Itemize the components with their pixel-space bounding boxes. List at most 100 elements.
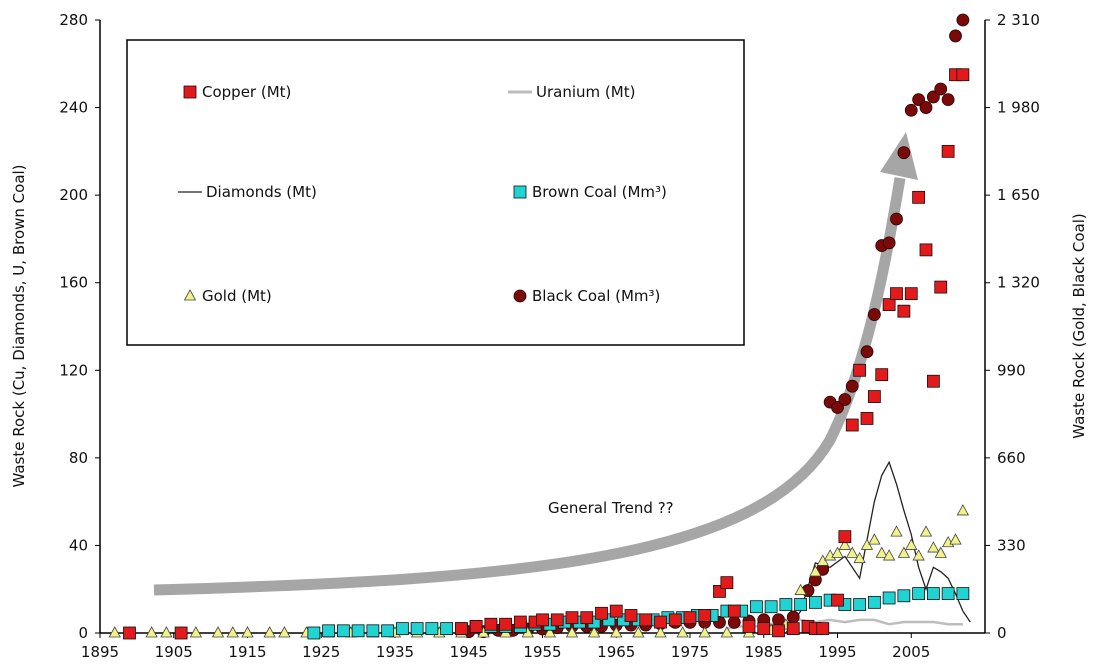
copper-point bbox=[904, 287, 918, 301]
copper-point bbox=[956, 68, 970, 82]
copper-point bbox=[897, 304, 911, 318]
brown_coal-point bbox=[322, 624, 336, 638]
legend-box bbox=[126, 39, 745, 346]
copper-point bbox=[860, 412, 874, 425]
series-marks bbox=[108, 13, 970, 640]
gold-point bbox=[809, 565, 822, 577]
x-tick-label: 1975 bbox=[671, 643, 709, 661]
trend-annotation: General Trend ?? bbox=[548, 499, 674, 517]
copper-point bbox=[484, 617, 498, 631]
gold-point bbox=[831, 546, 844, 558]
black_coal-point bbox=[934, 82, 948, 96]
brown_coal-point bbox=[749, 600, 763, 614]
copper-point bbox=[831, 593, 844, 607]
black_coal-point bbox=[919, 101, 933, 114]
copper-point bbox=[838, 530, 852, 544]
y-tick-label: 200 bbox=[59, 186, 88, 204]
black_coal-point bbox=[727, 615, 741, 629]
gold-point bbox=[853, 551, 866, 564]
copper-point bbox=[123, 626, 136, 640]
y2-tick-label: 990 bbox=[997, 361, 1026, 379]
copper-point bbox=[595, 606, 608, 620]
gold-point bbox=[211, 626, 225, 638]
copper-point bbox=[912, 190, 926, 204]
gold-point bbox=[838, 538, 852, 550]
copper-point bbox=[469, 620, 483, 633]
black_coal-point bbox=[867, 308, 881, 321]
x-tick-label: 1905 bbox=[155, 643, 193, 661]
gold-point bbox=[226, 626, 239, 638]
gold-point bbox=[882, 549, 896, 561]
y2-tick-label: 330 bbox=[997, 536, 1026, 554]
gold-point bbox=[794, 583, 807, 595]
x-tick-label: 1995 bbox=[818, 643, 856, 661]
gold-point bbox=[108, 626, 121, 638]
black_coal-point bbox=[786, 610, 800, 624]
legend-label-gold: Gold (Mt) bbox=[202, 287, 272, 305]
black_coal-point bbox=[904, 103, 918, 117]
gold-point bbox=[263, 626, 276, 638]
copper-point bbox=[867, 390, 881, 403]
gold-point bbox=[565, 626, 579, 638]
brown_coal-point bbox=[366, 624, 380, 638]
gold-point bbox=[676, 626, 689, 638]
copper-point bbox=[757, 622, 771, 636]
copper-point bbox=[174, 626, 188, 640]
copper-point bbox=[624, 609, 638, 622]
legend-swatch-black_coal bbox=[513, 289, 527, 303]
gold-point bbox=[278, 626, 291, 638]
brown_coal-point bbox=[794, 598, 808, 611]
black_coal-point bbox=[926, 90, 940, 104]
black_coal-point bbox=[897, 146, 911, 160]
black_coal-point bbox=[941, 93, 955, 107]
x-tick-label: 1955 bbox=[523, 643, 561, 661]
copper-point bbox=[934, 280, 948, 294]
brown_coal-point bbox=[307, 626, 321, 640]
gold-point bbox=[145, 626, 158, 638]
gold-point bbox=[905, 538, 918, 550]
gold-point bbox=[189, 626, 203, 638]
y-tick-label: 0 bbox=[78, 624, 88, 642]
black_coal-point bbox=[949, 29, 962, 43]
gold-point bbox=[543, 626, 557, 638]
x-tick-label: 1925 bbox=[302, 643, 340, 661]
copper-point bbox=[941, 144, 955, 158]
legend-swatch-gold bbox=[183, 289, 197, 301]
copper-point bbox=[550, 613, 564, 627]
brown_coal-point bbox=[808, 595, 822, 609]
copper-point bbox=[816, 622, 830, 636]
x-tick-label: 1935 bbox=[376, 643, 414, 661]
black_coal-point bbox=[838, 393, 852, 406]
copper-point bbox=[742, 620, 756, 633]
copper-point bbox=[727, 604, 741, 618]
gold-point bbox=[919, 525, 933, 537]
y-tick-label: 280 bbox=[59, 11, 88, 29]
black_coal-point bbox=[882, 236, 896, 250]
y-tick-label: 240 bbox=[59, 99, 88, 117]
copper-point bbox=[698, 609, 712, 622]
brown_coal-point bbox=[882, 591, 896, 605]
gold-point bbox=[868, 533, 881, 545]
y2-tick-label: 0 bbox=[997, 624, 1007, 642]
copper-point bbox=[513, 615, 527, 629]
y-tick-label: 80 bbox=[69, 449, 88, 467]
gold-point bbox=[934, 546, 947, 558]
brown_coal-point bbox=[926, 587, 940, 600]
copper-point bbox=[668, 613, 682, 627]
brown_coal-point bbox=[853, 598, 867, 611]
black_coal-point bbox=[845, 379, 859, 393]
brown_coal-point bbox=[440, 622, 454, 636]
y-tick-label: 160 bbox=[59, 274, 88, 292]
copper-point bbox=[890, 287, 903, 301]
gold-point bbox=[160, 626, 173, 638]
copper-point bbox=[882, 298, 896, 312]
copper-point bbox=[536, 613, 549, 627]
copper-point bbox=[772, 624, 785, 638]
gold-point bbox=[927, 541, 940, 553]
brown_coal-point bbox=[336, 624, 350, 638]
legend-label-black_coal: Black Coal (Mm³) bbox=[532, 287, 660, 305]
black_coal-point bbox=[860, 345, 874, 359]
copper-point bbox=[609, 604, 623, 618]
y2-tick-label: 1 650 bbox=[997, 186, 1040, 204]
